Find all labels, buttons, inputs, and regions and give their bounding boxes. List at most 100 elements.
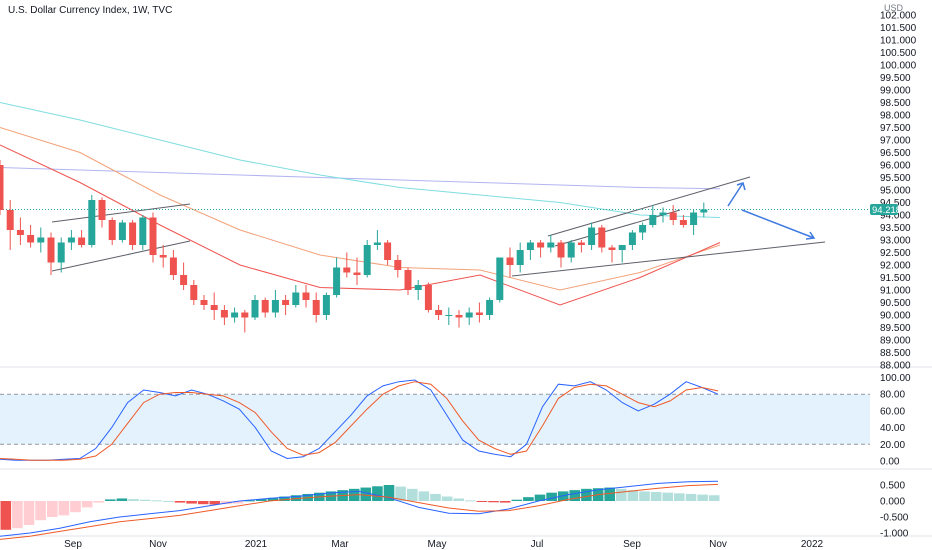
candle-up: [292, 292, 300, 305]
price-axis-tick: 96.500: [880, 148, 911, 159]
projection-arrow-up: [727, 182, 746, 207]
macd-histogram-bar: [674, 493, 685, 501]
moving-average-line: [0, 144, 721, 306]
candle-down: [27, 235, 35, 243]
macd-histogram-bar: [372, 486, 383, 501]
candle-down: [129, 222, 137, 245]
trendline: [511, 241, 826, 277]
price-axis-tick: 95.000: [880, 186, 911, 197]
time-axis-tick: Jul: [531, 539, 544, 550]
moving-average-line: [0, 102, 721, 218]
candle-up: [322, 295, 330, 315]
candle-up: [628, 232, 636, 245]
price-axis-tick: 96.000: [880, 161, 911, 172]
projection-arrow-down: [741, 209, 816, 240]
stochastic-axis-tick: 80.00: [880, 390, 905, 401]
macd-histogram-bar: [12, 501, 23, 529]
stochastic-band: [0, 394, 870, 445]
macd-histogram-bar: [116, 498, 128, 501]
macd-histogram-bar: [476, 501, 488, 502]
candle-down: [98, 200, 106, 220]
macd-histogram-bar: [163, 501, 174, 502]
macd-histogram-bar: [128, 499, 139, 501]
candle-up: [57, 242, 65, 263]
candle-down: [210, 305, 218, 310]
stochastic-axis-tick: 0.00: [880, 457, 900, 468]
candle-down: [16, 230, 24, 235]
macd-histogram-bar: [708, 495, 720, 501]
time-axis-tick: 2021: [245, 539, 268, 550]
candle-down: [506, 257, 514, 265]
macd-histogram-bar: [70, 501, 81, 513]
moving-average-line: [0, 167, 721, 190]
candle-down: [47, 237, 55, 263]
macd-histogram-bar: [267, 497, 279, 501]
candle-up: [618, 245, 626, 250]
candle-up: [486, 300, 494, 315]
candle-down: [557, 242, 565, 258]
price-axis-tick: 100.500: [880, 48, 917, 59]
candle-down: [108, 220, 116, 240]
candle-up: [271, 300, 279, 313]
macd-axis-tick: -0.500: [880, 513, 909, 524]
macd-line: [0, 483, 719, 540]
candle-up: [118, 222, 126, 240]
macd-histogram-bar: [244, 500, 255, 502]
candle-down: [78, 237, 86, 245]
macd-histogram-bar: [151, 500, 163, 502]
candle-down: [598, 227, 606, 248]
candle-up: [526, 242, 534, 250]
time-axis-tick: Sep: [64, 539, 82, 550]
price-axis-tick: 99.500: [880, 73, 911, 84]
candle-up: [659, 212, 667, 215]
candle-down: [384, 242, 392, 260]
candle-down: [180, 275, 188, 285]
macd-histogram-bar: [174, 501, 186, 503]
candle-up: [516, 250, 524, 265]
candle-down: [190, 285, 198, 300]
candle-up: [414, 285, 422, 290]
candle-down: [200, 300, 208, 305]
candle-down: [6, 210, 14, 230]
macd-axis-tick: -1.000: [880, 529, 909, 540]
macd-histogram-bar: [523, 497, 534, 501]
price-axis-tick: 92.000: [880, 261, 911, 272]
candle-down: [343, 267, 351, 273]
time-axis-tick: 2022: [801, 539, 824, 550]
macd-histogram-bar: [197, 501, 209, 505]
candle-up: [251, 300, 259, 318]
price-axis-tick: 93.500: [880, 223, 911, 234]
candle-up: [373, 242, 381, 245]
macd-histogram-bar: [441, 496, 453, 501]
price-axis-tick: 101.500: [880, 23, 917, 34]
candle-down: [424, 285, 432, 310]
macd-axis-tick: 0.000: [880, 497, 905, 508]
trendline: [51, 240, 191, 272]
price-axis-tick: 97.000: [880, 136, 911, 147]
candle-up: [690, 212, 698, 225]
moving-average-line: [0, 127, 721, 291]
price-axis-tick: 89.500: [880, 323, 911, 334]
macd-histogram-bar: [186, 501, 197, 504]
candle-up: [588, 227, 596, 245]
candle-down: [353, 272, 361, 275]
candle-down: [577, 242, 585, 245]
candle-up: [333, 267, 341, 295]
candle-up: [37, 237, 45, 243]
candle-down: [394, 260, 402, 270]
trendline: [554, 209, 681, 247]
macd-histogram-bar: [488, 501, 499, 503]
candle-up: [639, 225, 647, 233]
candle-up: [496, 257, 504, 300]
macd-histogram-bar: [105, 499, 116, 501]
macd-histogram-bar: [47, 501, 58, 517]
candle-down: [261, 300, 269, 313]
candle-down: [0, 165, 4, 210]
macd-pane: [0, 480, 720, 540]
price-axis-tick: 90.500: [880, 298, 911, 309]
macd-histogram-bar: [209, 501, 221, 505]
macd-histogram-bar: [81, 501, 93, 508]
macd-axis-tick: 0.500: [880, 481, 905, 492]
